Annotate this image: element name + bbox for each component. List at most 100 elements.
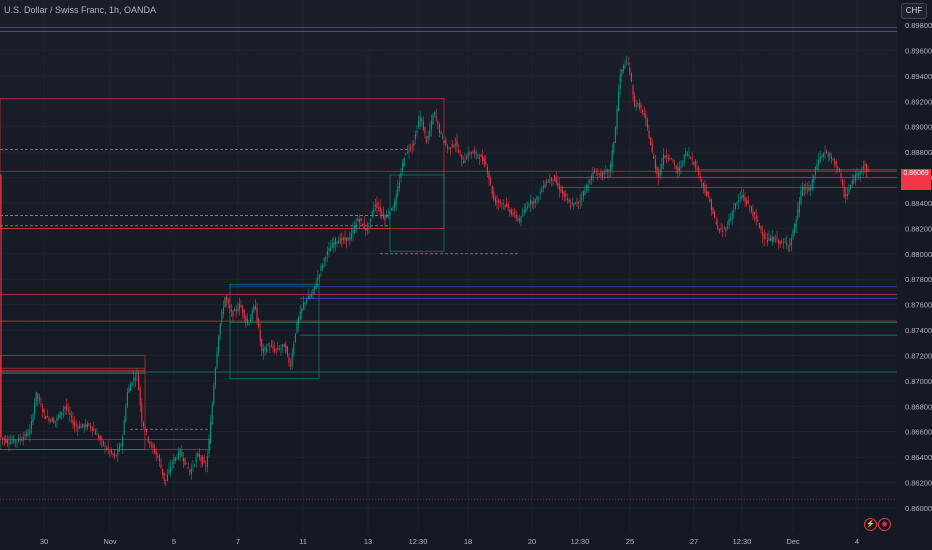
candle-body (464, 159, 466, 163)
candle-body (466, 158, 468, 159)
candle-body (26, 432, 28, 436)
candle-body (733, 210, 735, 213)
candle-body (683, 154, 685, 163)
candle-body (379, 206, 381, 213)
candle-body (150, 444, 152, 446)
candle-body (397, 187, 399, 196)
candle-body (264, 346, 266, 351)
candle-body (816, 163, 818, 170)
candle-body (346, 237, 348, 242)
candle-body (157, 456, 159, 458)
candle-body (762, 232, 764, 236)
candle-body (560, 188, 562, 193)
candle-body (835, 161, 837, 167)
candle-body (229, 304, 231, 308)
y-tick-label: 0.86600 (905, 428, 932, 437)
candle-body (6, 439, 8, 444)
candle-body (110, 449, 112, 453)
x-tick-label: 7 (236, 537, 240, 546)
candle-body (674, 163, 676, 165)
candle-body (797, 208, 799, 219)
candle-body (222, 307, 224, 314)
candle-body (587, 185, 589, 189)
candle-body (126, 392, 128, 407)
candle-body (366, 227, 368, 231)
candle-body (530, 199, 532, 205)
candle-body (102, 440, 104, 446)
candle-body (134, 378, 136, 380)
candle-body (707, 191, 709, 197)
candle-body (539, 191, 541, 194)
currency-button[interactable]: CHF (901, 3, 927, 19)
candle-body (832, 158, 834, 160)
candle-body (283, 344, 285, 348)
candle-body (83, 425, 85, 428)
candle-body (642, 110, 644, 113)
candle-body (838, 168, 840, 172)
candle-body (486, 166, 488, 174)
candle-body (682, 163, 684, 164)
candle-body (800, 190, 802, 205)
candle-body (320, 266, 322, 271)
candle-body (123, 420, 125, 435)
candle-body (704, 185, 706, 193)
candle-body (645, 114, 647, 120)
candle-body (581, 197, 583, 199)
candle-body (338, 241, 340, 244)
candle-body (563, 191, 565, 197)
y-tick-label: 0.88800 (905, 148, 932, 157)
y-tick-label: 0.87200 (905, 351, 932, 360)
candle-body (638, 103, 640, 109)
candle-body (765, 238, 767, 240)
candle-body (784, 242, 786, 244)
candle-body (426, 136, 428, 142)
candle-body (32, 415, 34, 423)
candle-body (512, 213, 514, 215)
candle-body (280, 347, 282, 349)
candle-body (448, 147, 450, 149)
candle-body (101, 438, 103, 441)
candle-body (710, 199, 712, 211)
candle-body (554, 175, 556, 182)
candle-body (738, 200, 740, 202)
candle-body (760, 226, 762, 230)
candle-body (234, 309, 236, 312)
candle-body (643, 112, 645, 116)
candle-body (248, 323, 250, 325)
candle-body (744, 196, 746, 201)
candle-body (154, 449, 156, 454)
candle-body (653, 154, 655, 159)
candle-body (240, 305, 242, 307)
candle-body (794, 224, 796, 233)
candle-body (576, 202, 578, 205)
candle-body (227, 299, 229, 304)
candle-body (758, 222, 760, 228)
candle-body (14, 440, 16, 442)
candle-body (261, 339, 263, 351)
y-tick-label: 0.87400 (905, 326, 932, 335)
lightning-icon[interactable]: ⚡ (864, 518, 877, 531)
candle-body (522, 215, 524, 217)
candle-body (634, 95, 636, 107)
candle-body (98, 435, 100, 439)
candle-body (77, 427, 79, 429)
candle-body (277, 347, 279, 350)
candle-body (96, 434, 98, 436)
candle-body (142, 422, 144, 427)
candle-body (803, 187, 805, 189)
candle-body (66, 405, 68, 410)
candle-body (394, 201, 396, 208)
record-icon[interactable]: ◉ (878, 518, 891, 531)
candle-body (845, 194, 847, 196)
candle-body (48, 417, 50, 421)
candle-body (622, 65, 624, 72)
candle-body (779, 241, 781, 245)
candle-body (368, 225, 370, 228)
candle-body (21, 439, 23, 442)
candle-body (752, 211, 754, 217)
candle-body (680, 165, 682, 168)
candle-body (162, 468, 164, 475)
candle-body (344, 237, 346, 240)
